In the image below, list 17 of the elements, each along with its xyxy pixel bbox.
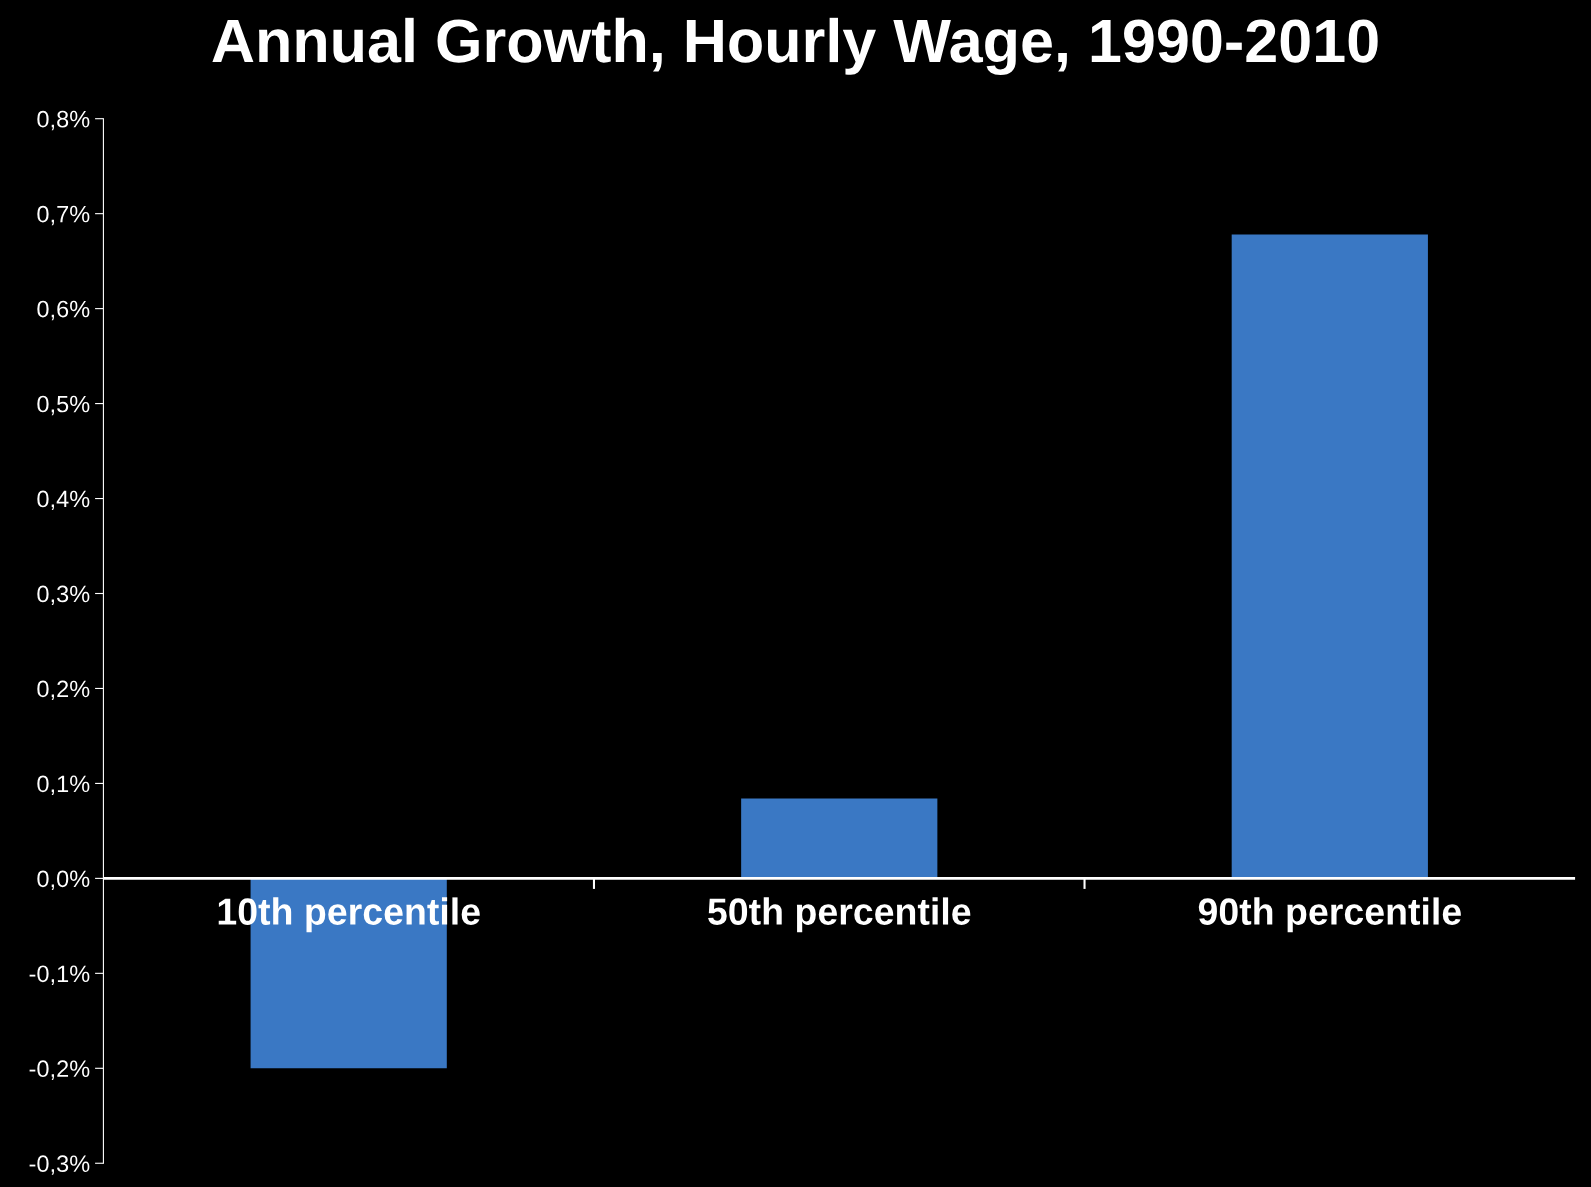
y-tick-label: 0,5%	[37, 395, 90, 416]
y-tick-label: 0,6%	[37, 300, 90, 321]
y-tick-label: 0,1%	[37, 775, 90, 795]
y-tick-label: 0,2%	[37, 680, 90, 701]
y-tick-label: 0,4%	[37, 490, 90, 511]
y-tick-label: 0,3%	[37, 585, 90, 606]
bar	[1231, 234, 1428, 879]
y-tick-label: 0,8%	[37, 110, 90, 131]
bar	[741, 798, 938, 879]
y-tick-label: -0,2%	[29, 1060, 90, 1080]
chart-title: Annual Growth, Hourly Wage, 1990-2010	[212, 17, 1378, 76]
x-tick-label: 90th percentile	[1198, 897, 1461, 933]
y-tick-label: -0,1%	[29, 965, 90, 985]
y-tick-label: 0,7%	[37, 205, 90, 226]
y-tick-label: 0,0%	[37, 870, 90, 890]
x-tick-label: 50th percentile	[708, 897, 971, 933]
y-tick-label: -0,3%	[29, 1155, 90, 1175]
